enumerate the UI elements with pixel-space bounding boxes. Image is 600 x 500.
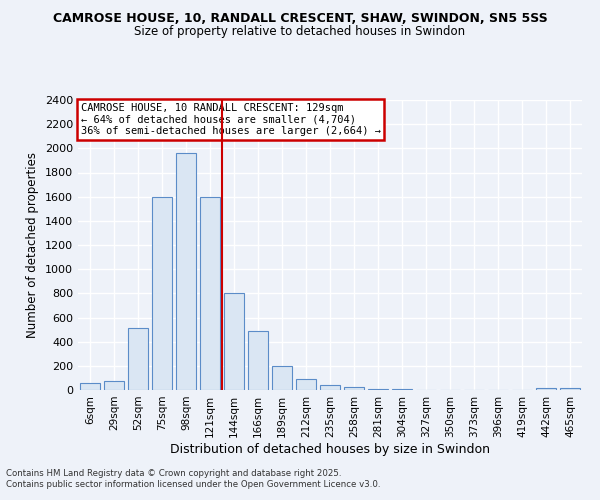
Bar (368, 389, 388, 390)
Text: CAMROSE HOUSE, 10, RANDALL CRESCENT, SHAW, SWINDON, SN5 5SS: CAMROSE HOUSE, 10, RANDALL CRESCENT, SHA… (53, 12, 547, 26)
Bar (128, 328, 148, 390)
Text: Size of property relative to detached houses in Swindon: Size of property relative to detached ho… (134, 25, 466, 38)
Bar (536, 388, 556, 390)
Bar (248, 331, 268, 390)
Bar (80, 384, 100, 390)
Text: CAMROSE HOUSE, 10 RANDALL CRESCENT: 129sqm
← 64% of detached houses are smaller : CAMROSE HOUSE, 10 RANDALL CRESCENT: 129s… (80, 103, 380, 136)
Y-axis label: Number of detached properties: Number of detached properties (26, 152, 40, 338)
Text: Contains HM Land Registry data © Crown copyright and database right 2025.: Contains HM Land Registry data © Crown c… (6, 468, 341, 477)
Bar (152, 196, 172, 390)
Bar (272, 366, 292, 390)
Bar (176, 153, 196, 390)
Bar (560, 388, 580, 390)
Text: Contains public sector information licensed under the Open Government Licence v3: Contains public sector information licen… (6, 480, 380, 489)
Bar (200, 196, 220, 390)
Bar (104, 381, 124, 390)
Bar (344, 387, 364, 390)
Bar (224, 294, 244, 390)
X-axis label: Distribution of detached houses by size in Swindon: Distribution of detached houses by size … (170, 442, 490, 456)
Bar (296, 379, 316, 390)
Bar (320, 385, 340, 390)
